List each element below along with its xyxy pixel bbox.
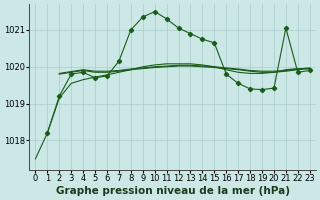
X-axis label: Graphe pression niveau de la mer (hPa): Graphe pression niveau de la mer (hPa) [56,186,290,196]
